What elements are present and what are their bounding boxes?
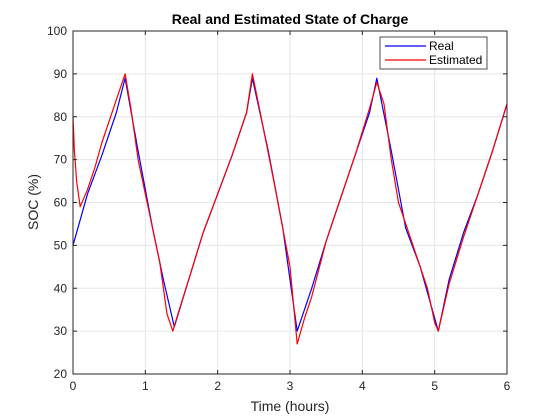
y-tick-label: 70 (54, 153, 68, 167)
x-axis-title: Time (hours) (251, 398, 330, 414)
x-tick-label: 3 (287, 379, 294, 393)
x-tick-label: 6 (504, 379, 511, 393)
x-tick-label: 2 (214, 379, 221, 393)
legend-box (379, 36, 488, 70)
x-tick-label: 5 (431, 379, 438, 393)
legend-label-real: Real (429, 39, 454, 53)
y-tick-label: 80 (54, 110, 68, 124)
legend: Real Estimated (379, 36, 488, 70)
y-tick-label: 40 (54, 281, 68, 295)
y-tick-label: 30 (54, 324, 68, 338)
y-tick-label: 100 (47, 24, 67, 38)
y-tick-label: 50 (54, 238, 68, 252)
series-line-estimated (72, 73, 508, 345)
x-tick-label: 4 (359, 379, 366, 393)
y-tick-label: 20 (54, 367, 68, 381)
axis-ticks: 0 1 2 3 4 5 6 20 30 40 50 60 70 80 90 100 (47, 24, 511, 393)
y-tick-label: 60 (54, 196, 68, 210)
x-tick-label: 0 (70, 379, 77, 393)
series-layer (72, 73, 508, 345)
y-tick-label: 90 (54, 67, 68, 81)
chart-title: Real and Estimated State of Charge (172, 11, 409, 27)
legend-label-estimated: Estimated (429, 53, 482, 67)
y-axis-title: SOC (%) (25, 174, 41, 230)
x-tick-label: 1 (142, 379, 149, 393)
